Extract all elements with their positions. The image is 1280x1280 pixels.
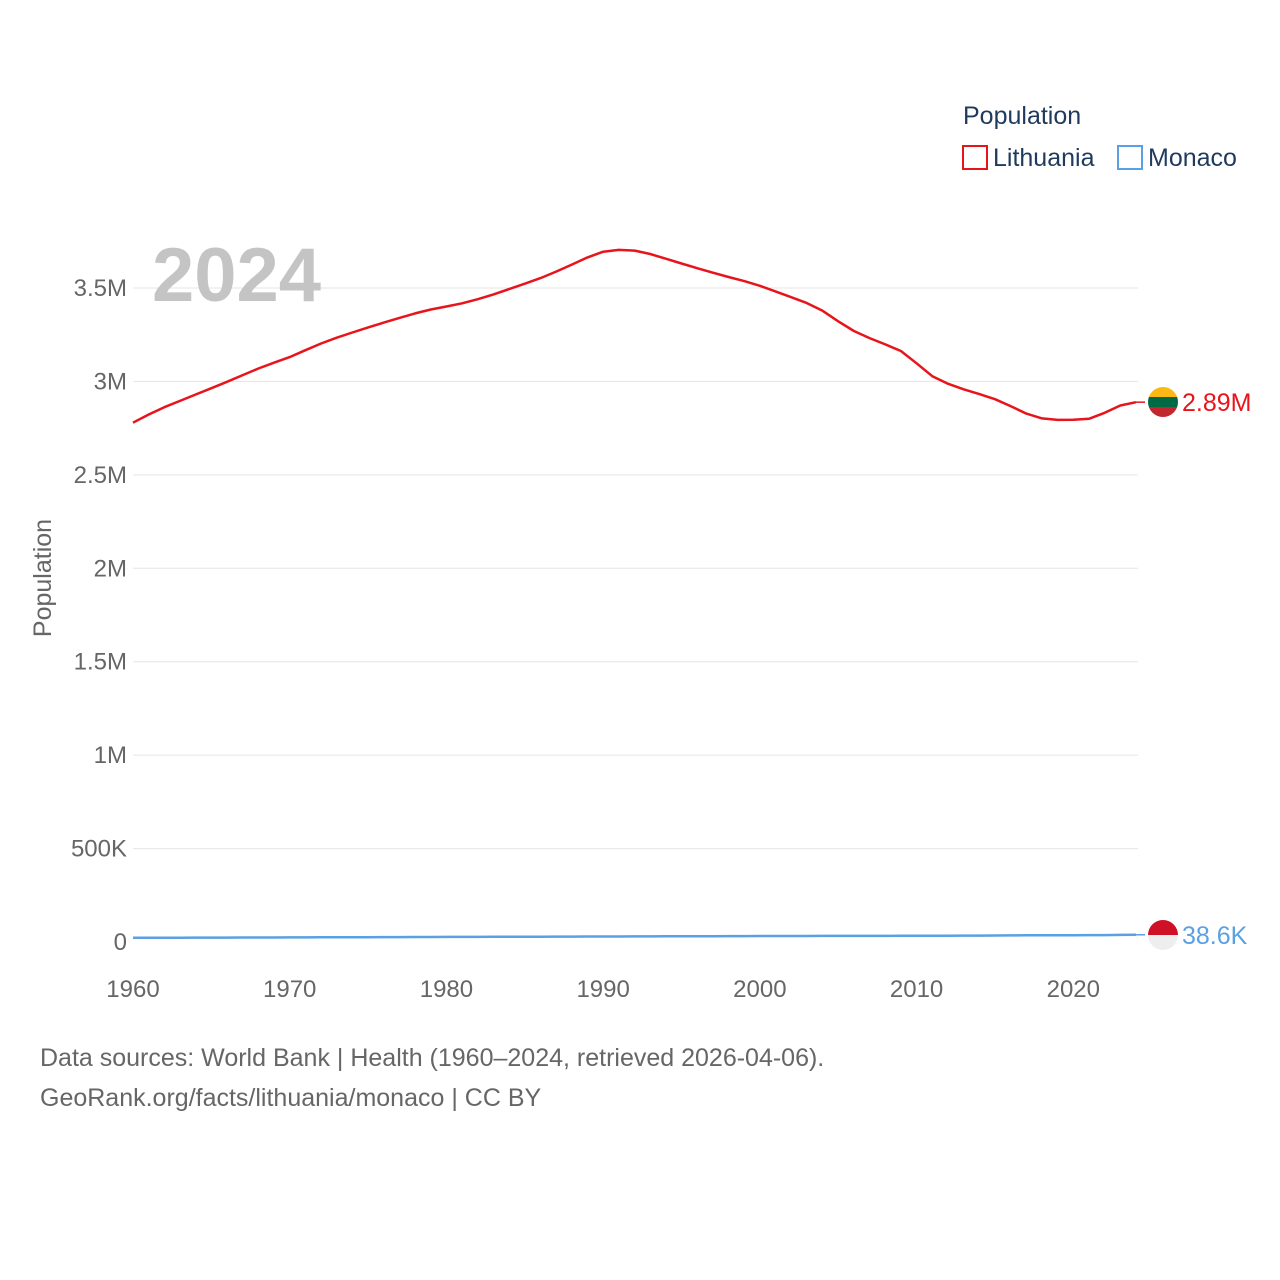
series-line-lithuania <box>132 248 1137 424</box>
x-tick-label: 1960 <box>106 976 159 1003</box>
year-label: 2024 <box>152 233 321 318</box>
x-tick-label: 2020 <box>1047 976 1100 1003</box>
flag-lithuania-icon <box>1148 387 1178 417</box>
y-tick-label: 1.5M <box>74 649 127 676</box>
x-tick-label: 2010 <box>890 976 943 1003</box>
series-lines <box>132 248 1137 940</box>
footer-attribution: GeoRank.org/facts/lithuania/monaco | CC … <box>40 1084 542 1112</box>
y-tick-label: 3.5M <box>74 275 127 302</box>
y-tick-label: 0 <box>114 929 127 956</box>
legend-title: Population <box>963 102 1081 130</box>
x-tick-label: 1980 <box>420 976 473 1003</box>
legend-swatch-lithuania <box>962 145 988 170</box>
legend-label-lithuania: Lithuania <box>993 144 1095 172</box>
y-tick-label: 2.5M <box>74 462 127 489</box>
y-tick-label: 500K <box>71 836 127 863</box>
grid-lines <box>133 287 1138 850</box>
series-line-monaco <box>133 933 1137 940</box>
x-tick-label: 2000 <box>733 976 786 1003</box>
legend-item-lithuania[interactable]: Lithuania <box>962 144 1095 172</box>
legend-swatch-monaco <box>1117 145 1143 170</box>
flag-monaco-icon <box>1148 920 1178 950</box>
y-axis-title: Population <box>29 519 57 637</box>
legend-label-monaco: Monaco <box>1148 144 1237 172</box>
end-value-label-lithuania: 2.89M <box>1182 389 1251 417</box>
series-end-markers: 2.89M 38.6K <box>1136 387 1251 950</box>
y-tick-label: 3M <box>94 368 127 395</box>
x-axis-ticks: 1960 1970 1980 1990 2000 2010 2020 <box>106 976 1100 1003</box>
y-tick-label: 2M <box>94 555 127 582</box>
y-axis-ticks: 0 500K 1M 1.5M 2M 2.5M 3M 3.5M <box>71 275 127 956</box>
y-tick-label: 1M <box>94 742 127 769</box>
x-tick-label: 1990 <box>576 976 629 1003</box>
end-value-label-monaco: 38.6K <box>1182 922 1248 950</box>
x-tick-label: 1970 <box>263 976 316 1003</box>
legend: Population Lithuania Monaco <box>962 102 1237 172</box>
footer-sources: Data sources: World Bank | Health (1960–… <box>40 1044 825 1072</box>
legend-item-monaco[interactable]: Monaco <box>1117 144 1237 172</box>
